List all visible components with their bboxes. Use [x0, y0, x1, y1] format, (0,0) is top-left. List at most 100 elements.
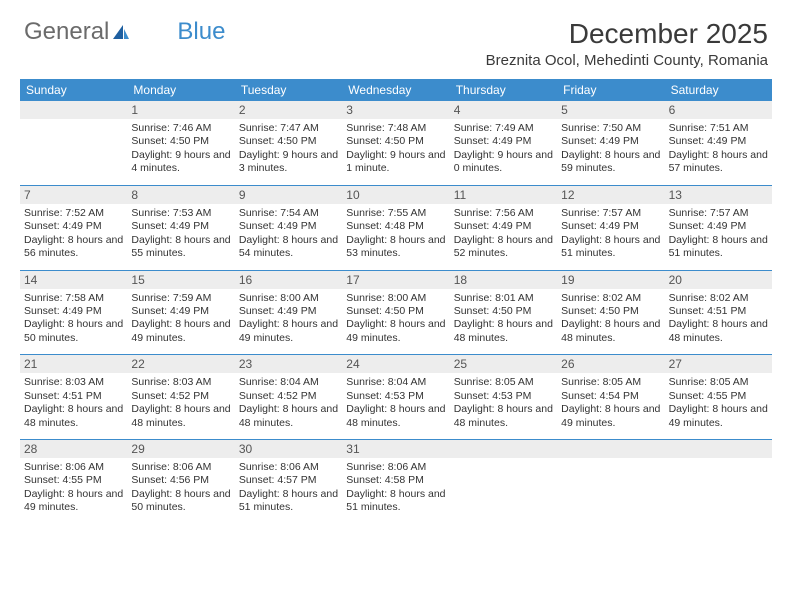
cell-info: Sunrise: 8:01 AMSunset: 4:50 PMDaylight:… [454, 292, 553, 346]
day-number: 23 [235, 355, 342, 373]
day-header-wednesday: Wednesday [342, 79, 449, 101]
cell-info: Sunrise: 8:06 AMSunset: 4:58 PMDaylight:… [346, 461, 445, 515]
day-number: 31 [342, 440, 449, 458]
calendar-cell: 29 Sunrise: 8:06 AMSunset: 4:56 PMDayligh… [127, 440, 234, 524]
sunrise-text: Sunrise: 8:04 AM [239, 376, 338, 389]
cell-info: Sunrise: 8:04 AMSunset: 4:53 PMDaylight:… [346, 376, 445, 430]
cell-info: Sunrise: 8:04 AMSunset: 4:52 PMDaylight:… [239, 376, 338, 430]
sunset-text: Sunset: 4:49 PM [561, 135, 660, 148]
calendar-cell: 26Sunrise: 8:05 AMSunset: 4:54 PMDayligh… [557, 355, 664, 439]
daylight-text: Daylight: 8 hours and 51 minutes. [669, 234, 768, 261]
calendar-cell: 30Sunrise: 8:06 AMSunset: 4:57 PMDayligh… [235, 440, 342, 524]
day-number: 27 [665, 355, 772, 373]
sunset-text: Sunset: 4:53 PM [346, 390, 445, 403]
week-row: 7Sunrise: 7:52 AMSunset: 4:49 PMDaylight… [20, 185, 772, 270]
cell-info: Sunrise: 8:02 AMSunset: 4:50 PMDaylight:… [561, 292, 660, 346]
logo: General Blue [24, 18, 225, 46]
daylight-text: Daylight: 8 hours and 56 minutes. [24, 234, 123, 261]
daylight-text: Daylight: 8 hours and 48 minutes. [669, 318, 768, 345]
calendar-cell: 8Sunrise: 7:53 AMSunset: 4:49 PMDaylight… [127, 186, 234, 270]
sunset-text: Sunset: 4:56 PM [131, 474, 230, 487]
sunrise-text: Sunrise: 8:05 AM [454, 376, 553, 389]
day-number: 3 [342, 101, 449, 119]
sunset-text: Sunset: 4:48 PM [346, 220, 445, 233]
calendar-cell [450, 440, 557, 524]
calendar-cell: 6Sunrise: 7:51 AMSunset: 4:49 PMDaylight… [665, 101, 772, 185]
day-header-sunday: Sunday [20, 79, 127, 101]
logo-text-general: General [24, 18, 109, 46]
calendar-cell: 5Sunrise: 7:50 AMSunset: 4:49 PMDaylight… [557, 101, 664, 185]
cell-info: Sunrise: 8:05 AMSunset: 4:55 PMDaylight:… [669, 376, 768, 430]
day-header-monday: Monday [127, 79, 234, 101]
daylight-text: Daylight: 8 hours and 52 minutes. [454, 234, 553, 261]
cell-info: Sunrise: 8:06 AMSunset: 4:56 PMDaylight:… [131, 461, 230, 515]
calendar-cell: 23 Sunrise: 8:04 AMSunset: 4:52 PMDayligh… [235, 355, 342, 439]
sunset-text: Sunset: 4:51 PM [669, 305, 768, 318]
calendar-cell: 31 Sunrise: 8:06 AMSunset: 4:58 PMDayligh… [342, 440, 449, 524]
cell-info: Sunrise: 7:58 AMSunset: 4:49 PMDaylight:… [24, 292, 123, 346]
calendar-cell: 10Sunrise: 7:55 AMSunset: 4:48 PMDayligh… [342, 186, 449, 270]
sunrise-text: Sunrise: 8:04 AM [346, 376, 445, 389]
daylight-text: Daylight: 8 hours and 48 minutes. [24, 403, 123, 430]
week-row: 1Sunrise: 7:46 AMSunset: 4:50 PMDaylight… [20, 101, 772, 185]
sunrise-text: Sunrise: 8:02 AM [561, 292, 660, 305]
sunrise-text: Sunrise: 8:03 AM [131, 376, 230, 389]
sunrise-text: Sunrise: 7:55 AM [346, 207, 445, 220]
sunset-text: Sunset: 4:50 PM [561, 305, 660, 318]
sunrise-text: Sunrise: 7:53 AM [131, 207, 230, 220]
sunset-text: Sunset: 4:55 PM [24, 474, 123, 487]
day-header-tuesday: Tuesday [235, 79, 342, 101]
daylight-text: Daylight: 8 hours and 49 minutes. [24, 488, 123, 515]
sunrise-text: Sunrise: 8:03 AM [24, 376, 123, 389]
cell-info: Sunrise: 7:49 AMSunset: 4:49 PMDaylight:… [454, 122, 553, 176]
calendar-cell: 16Sunrise: 8:00 AMSunset: 4:49 PMDayligh… [235, 271, 342, 355]
cell-info: Sunrise: 7:47 AMSunset: 4:50 PMDaylight:… [239, 122, 338, 176]
cell-info: Sunrise: 7:48 AMSunset: 4:50 PMDaylight:… [346, 122, 445, 176]
cell-info: Sunrise: 7:57 AMSunset: 4:49 PMDaylight:… [561, 207, 660, 261]
day-number: 16 [235, 271, 342, 289]
sunrise-text: Sunrise: 8:00 AM [239, 292, 338, 305]
calendar-cell: 17Sunrise: 8:00 AMSunset: 4:50 PMDayligh… [342, 271, 449, 355]
daylight-text: Daylight: 9 hours and 0 minutes. [454, 149, 553, 176]
day-number: 8 [127, 186, 234, 204]
daylight-text: Daylight: 8 hours and 48 minutes. [239, 403, 338, 430]
sunrise-text: Sunrise: 7:51 AM [669, 122, 768, 135]
sunset-text: Sunset: 4:49 PM [24, 305, 123, 318]
calendar-cell: 2 Sunrise: 7:47 AMSunset: 4:50 PMDaylight… [235, 101, 342, 185]
daylight-text: Daylight: 9 hours and 3 minutes. [239, 149, 338, 176]
calendar-cell [557, 440, 664, 524]
calendar-cell [20, 101, 127, 185]
calendar-cell: 3 Sunrise: 7:48 AMSunset: 4:50 PMDaylight… [342, 101, 449, 185]
sunset-text: Sunset: 4:49 PM [454, 135, 553, 148]
sunset-text: Sunset: 4:50 PM [454, 305, 553, 318]
cell-info: Sunrise: 8:02 AMSunset: 4:51 PMDaylight:… [669, 292, 768, 346]
day-number [557, 440, 664, 458]
week-row: 21Sunrise: 8:03 AMSunset: 4:51 PMDayligh… [20, 354, 772, 439]
sunrise-text: Sunrise: 7:47 AM [239, 122, 338, 135]
sunset-text: Sunset: 4:55 PM [669, 390, 768, 403]
day-number: 18 [450, 271, 557, 289]
calendar-cell: 21Sunrise: 8:03 AMSunset: 4:51 PMDayligh… [20, 355, 127, 439]
daylight-text: Daylight: 8 hours and 53 minutes. [346, 234, 445, 261]
cell-info: Sunrise: 7:54 AMSunset: 4:49 PMDaylight:… [239, 207, 338, 261]
sunset-text: Sunset: 4:49 PM [561, 220, 660, 233]
daylight-text: Daylight: 8 hours and 57 minutes. [669, 149, 768, 176]
day-number: 25 [450, 355, 557, 373]
calendar-cell: 24Sunrise: 8:04 AMSunset: 4:53 PMDayligh… [342, 355, 449, 439]
sunrise-text: Sunrise: 7:57 AM [561, 207, 660, 220]
cell-info: Sunrise: 8:06 AMSunset: 4:57 PMDaylight:… [239, 461, 338, 515]
sunset-text: Sunset: 4:49 PM [669, 220, 768, 233]
cell-info: Sunrise: 8:00 AMSunset: 4:50 PMDaylight:… [346, 292, 445, 346]
day-number: 2 [235, 101, 342, 119]
daylight-text: Daylight: 8 hours and 49 minutes. [669, 403, 768, 430]
sunset-text: Sunset: 4:49 PM [131, 220, 230, 233]
day-number: 29 [127, 440, 234, 458]
calendar-cell: 19Sunrise: 8:02 AMSunset: 4:50 PMDayligh… [557, 271, 664, 355]
day-number: 21 [20, 355, 127, 373]
sunset-text: Sunset: 4:57 PM [239, 474, 338, 487]
daylight-text: Daylight: 8 hours and 49 minutes. [131, 318, 230, 345]
sunrise-text: Sunrise: 8:01 AM [454, 292, 553, 305]
cell-info: Sunrise: 8:05 AMSunset: 4:54 PMDaylight:… [561, 376, 660, 430]
day-number: 4 [450, 101, 557, 119]
title-block: December 2025 Breznita Ocol, Mehedinti C… [486, 18, 768, 69]
